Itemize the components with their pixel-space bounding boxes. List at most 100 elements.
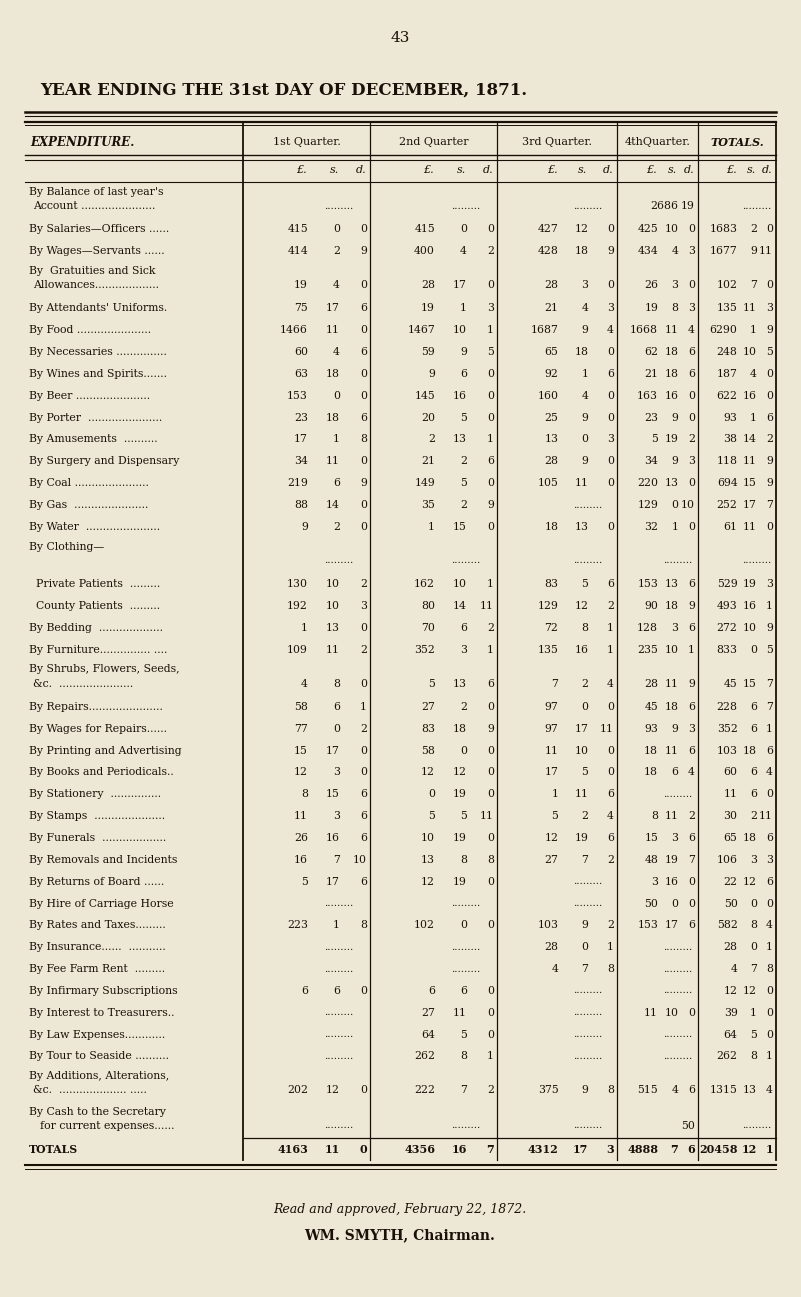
Text: 8: 8: [651, 811, 658, 821]
Text: &c.  ......................: &c. ......................: [33, 678, 133, 689]
Text: 45: 45: [724, 678, 738, 689]
Text: 50: 50: [723, 899, 738, 908]
Text: 4: 4: [301, 678, 308, 689]
Text: By Surgery and Dispensary: By Surgery and Dispensary: [29, 457, 179, 467]
Text: 4: 4: [607, 678, 614, 689]
Text: By Shrubs, Flowers, Seeds,: By Shrubs, Flowers, Seeds,: [29, 664, 179, 674]
Text: 8: 8: [607, 964, 614, 974]
Text: 65: 65: [723, 833, 738, 843]
Text: 9: 9: [751, 246, 757, 257]
Text: 3: 3: [766, 580, 773, 589]
Text: 4: 4: [671, 1086, 678, 1096]
Text: 6: 6: [688, 348, 695, 357]
Text: d.: d.: [602, 165, 613, 175]
Text: 18: 18: [644, 768, 658, 777]
Text: 8: 8: [301, 790, 308, 799]
Text: .........: .........: [451, 556, 480, 565]
Text: 0: 0: [582, 702, 589, 712]
Text: 0: 0: [766, 790, 773, 799]
Text: 6: 6: [750, 790, 757, 799]
Text: 2: 2: [460, 457, 467, 467]
Text: 162: 162: [414, 580, 435, 589]
Text: 1: 1: [460, 303, 467, 314]
Text: 7: 7: [582, 855, 589, 865]
Text: 12: 12: [294, 768, 308, 777]
Text: 0: 0: [688, 479, 695, 488]
Text: 0: 0: [671, 899, 678, 908]
Text: 11: 11: [664, 811, 678, 821]
Text: 19: 19: [453, 790, 467, 799]
Text: 6: 6: [460, 986, 467, 996]
Text: 2: 2: [487, 623, 494, 633]
Text: 7: 7: [751, 280, 757, 291]
Text: By Furniture............... ....: By Furniture............... ....: [29, 645, 167, 655]
Text: .........: .........: [573, 501, 602, 510]
Text: .........: .........: [573, 1122, 602, 1130]
Text: 262: 262: [414, 1052, 435, 1061]
Text: 129: 129: [638, 501, 658, 510]
Text: 0: 0: [360, 326, 367, 336]
Text: 0: 0: [607, 224, 614, 235]
Text: 0: 0: [688, 877, 695, 887]
Text: 0: 0: [688, 280, 695, 291]
Text: 102: 102: [717, 280, 738, 291]
Text: 11: 11: [759, 246, 773, 257]
Text: 6: 6: [688, 623, 695, 633]
Text: 0: 0: [750, 899, 757, 908]
Text: By Funerals  ...................: By Funerals ...................: [29, 833, 167, 843]
Text: 11: 11: [644, 1008, 658, 1018]
Text: 0: 0: [487, 224, 494, 235]
Text: 0: 0: [487, 280, 494, 291]
Text: 427: 427: [537, 224, 558, 235]
Text: 149: 149: [414, 479, 435, 488]
Text: 6: 6: [301, 986, 308, 996]
Text: 7: 7: [552, 678, 558, 689]
Text: 6: 6: [607, 368, 614, 379]
Text: 18: 18: [574, 348, 589, 357]
Text: 0: 0: [332, 224, 340, 235]
Text: 4: 4: [766, 921, 773, 930]
Text: 1: 1: [766, 1052, 773, 1061]
Text: 0: 0: [688, 1008, 695, 1018]
Text: 0: 0: [360, 457, 367, 467]
Text: 2: 2: [460, 702, 467, 712]
Text: 22: 22: [723, 877, 738, 887]
Text: 9: 9: [582, 921, 589, 930]
Text: 2: 2: [487, 246, 494, 257]
Text: 129: 129: [537, 601, 558, 611]
Text: By Cash to the Secretary: By Cash to the Secretary: [29, 1106, 166, 1117]
Text: 7: 7: [766, 501, 773, 510]
Text: 3: 3: [332, 768, 340, 777]
Text: 3: 3: [607, 434, 614, 445]
Text: 18: 18: [453, 724, 467, 734]
Text: 6: 6: [332, 702, 340, 712]
Text: 10: 10: [664, 224, 678, 235]
Text: 10: 10: [664, 645, 678, 655]
Text: 128: 128: [637, 623, 658, 633]
Text: 6: 6: [688, 1086, 695, 1096]
Text: 4: 4: [582, 390, 589, 401]
Text: 18: 18: [743, 746, 757, 756]
Text: By Water  ......................: By Water ......................: [29, 521, 160, 532]
Text: 4: 4: [766, 768, 773, 777]
Text: 163: 163: [637, 390, 658, 401]
Text: 2: 2: [360, 724, 367, 734]
Text: 1: 1: [428, 521, 435, 532]
Text: 6: 6: [360, 811, 367, 821]
Text: 135: 135: [537, 645, 558, 655]
Text: 2: 2: [332, 521, 340, 532]
Text: 19: 19: [294, 280, 308, 291]
Text: 3: 3: [750, 855, 757, 865]
Text: 10: 10: [664, 1008, 678, 1018]
Text: 23: 23: [644, 412, 658, 423]
Text: 3: 3: [688, 246, 695, 257]
Text: 28: 28: [644, 678, 658, 689]
Text: 3: 3: [360, 601, 367, 611]
Text: By Balance of last year's: By Balance of last year's: [29, 187, 163, 197]
Text: 6: 6: [360, 303, 367, 314]
Text: 3: 3: [671, 280, 678, 291]
Text: .........: .........: [324, 201, 353, 210]
Text: 0: 0: [487, 368, 494, 379]
Text: 219: 219: [288, 479, 308, 488]
Text: 4thQuarter.: 4thQuarter.: [625, 137, 690, 147]
